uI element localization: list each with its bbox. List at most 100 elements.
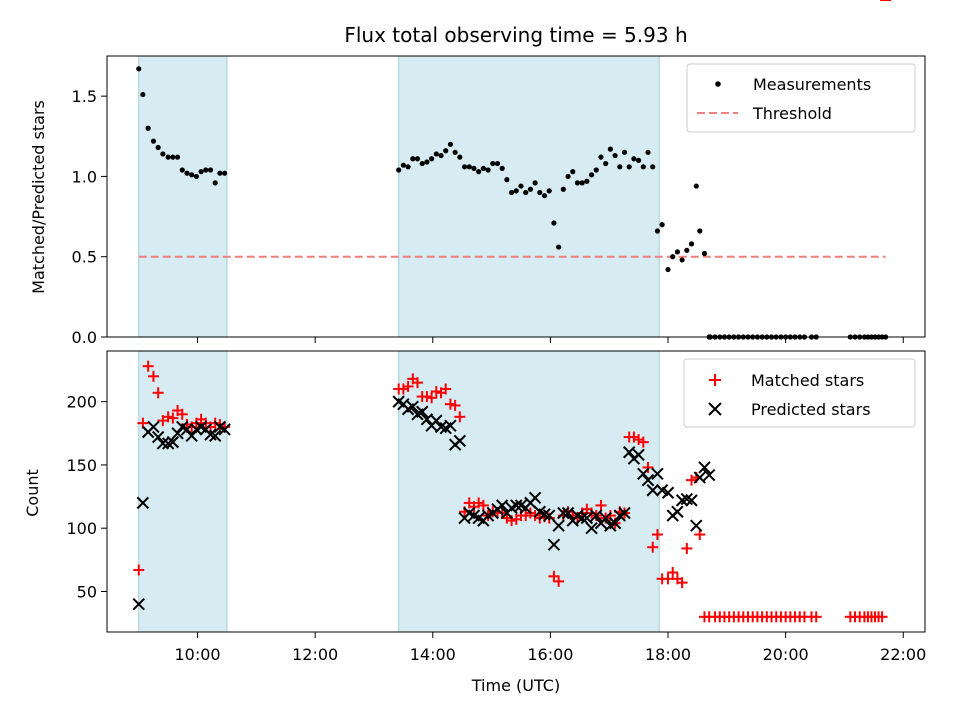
top-panel: 0.0 0.5 1.0 1.5 Matched/Predicted stars Mea… xyxy=(29,55,926,347)
y-tick-label: 1.0 xyxy=(72,167,97,186)
bottom-legend-box xyxy=(683,358,916,428)
x-tick-label: 14:00 xyxy=(410,645,456,664)
measurement-point xyxy=(659,222,665,228)
predicted-star-point xyxy=(495,499,509,512)
observing-interval-1 xyxy=(398,55,660,338)
measurement-point xyxy=(532,180,538,186)
predicted-star-point xyxy=(685,494,698,507)
measurement-point xyxy=(617,164,623,170)
measurement-point xyxy=(145,125,151,131)
bottom-legend: Matched stars Predicted stars xyxy=(683,358,916,428)
x-tick-label: 12:00 xyxy=(292,645,338,664)
measurement-point xyxy=(588,172,595,178)
measurement-point xyxy=(513,188,519,194)
predicted-star-point xyxy=(561,506,575,520)
matched-star-point xyxy=(176,408,188,420)
predicted-star-point xyxy=(622,446,636,459)
predicted-star-point xyxy=(510,499,523,512)
predicted-star-point xyxy=(585,522,598,535)
matched-star-point xyxy=(595,499,607,511)
predicted-star-point xyxy=(132,597,145,611)
measurement-point xyxy=(621,149,628,155)
measurement-point xyxy=(170,154,176,160)
y-tick-label: 0.0 xyxy=(72,328,97,347)
predicted-star-point xyxy=(632,448,645,461)
y-tick-label: 0.5 xyxy=(72,248,97,267)
measurement-point xyxy=(174,154,181,160)
matched-star-point xyxy=(444,398,456,410)
predicted-star-point xyxy=(180,423,194,436)
matched-star-point xyxy=(426,392,438,404)
measurement-point xyxy=(485,167,491,173)
measurement-point xyxy=(452,149,458,155)
measurement-point xyxy=(443,148,449,154)
predicted-star-point xyxy=(702,468,716,482)
top-y-axis-label: Matched/Predicted stars xyxy=(29,100,48,294)
measurement-point xyxy=(165,154,171,160)
measurement-point xyxy=(527,186,534,192)
measurement-point xyxy=(429,156,435,162)
measurement-point xyxy=(396,167,402,173)
predicted-star-point xyxy=(661,486,675,499)
measurement-point xyxy=(626,164,632,170)
predicted-star-point xyxy=(690,519,703,532)
measurement-point xyxy=(184,170,190,176)
predicted-star-point xyxy=(543,509,556,522)
matched-star-point xyxy=(440,383,452,395)
matched-star-point xyxy=(662,573,674,585)
measurement-point xyxy=(537,189,543,196)
observing-interval-0 xyxy=(138,350,228,633)
matched-star-point xyxy=(876,611,888,623)
measurement-point xyxy=(584,178,590,184)
matched-star-point xyxy=(473,497,485,509)
matched-star-point xyxy=(477,499,489,511)
measurement-point xyxy=(603,160,609,167)
matched-star-point xyxy=(167,412,179,424)
measurement-point xyxy=(650,164,656,170)
measurement-point xyxy=(693,183,699,189)
matched-star-point xyxy=(647,541,659,553)
matched-star-point xyxy=(694,529,706,541)
predicted-star-point xyxy=(575,511,589,525)
measurement-point xyxy=(140,91,146,98)
predicted-star-point xyxy=(151,430,165,444)
measurement-point xyxy=(217,170,223,176)
x-tick-label: 18:00 xyxy=(645,645,691,664)
measurement-point xyxy=(523,189,529,196)
matched-star-point xyxy=(152,387,164,399)
predicted-star-point xyxy=(547,538,561,551)
matched-star-point xyxy=(633,434,645,446)
bottom-y-axis-label: Count xyxy=(23,469,42,517)
measurement-point xyxy=(438,152,444,159)
matched-star-point xyxy=(147,370,159,382)
measurement-point xyxy=(466,164,472,170)
matched-star-point xyxy=(421,391,433,403)
matched-star-point xyxy=(162,411,174,423)
measurement-point xyxy=(179,167,185,173)
measurement-point xyxy=(189,172,195,178)
measurement-point xyxy=(684,247,690,253)
matched-star-point xyxy=(449,399,461,411)
matched-star-point xyxy=(548,570,560,582)
matched-star-point xyxy=(676,577,688,589)
predicted-star-point xyxy=(415,405,429,418)
matched-star-point xyxy=(637,436,649,448)
measurement-point xyxy=(574,180,581,186)
predicted-star-point xyxy=(698,461,711,474)
measurement-point xyxy=(476,169,482,175)
measurement-point xyxy=(546,188,552,194)
predicted-star-point xyxy=(557,506,570,520)
predicted-star-point xyxy=(453,434,467,448)
observing-interval-0 xyxy=(138,55,228,338)
predicted-star-point xyxy=(618,506,631,520)
measurement-point xyxy=(414,156,421,162)
legend-label-threshold: Threshold xyxy=(752,104,832,123)
y-tick-label: 50 xyxy=(77,582,97,601)
measurement-point xyxy=(222,170,228,176)
predicted-star-point xyxy=(637,467,650,480)
measurement-point xyxy=(701,250,708,257)
measurement-point xyxy=(640,164,646,170)
y-tick-label: 100 xyxy=(66,519,97,538)
predicted-star-point xyxy=(208,429,222,443)
matched-star-point xyxy=(810,611,822,623)
